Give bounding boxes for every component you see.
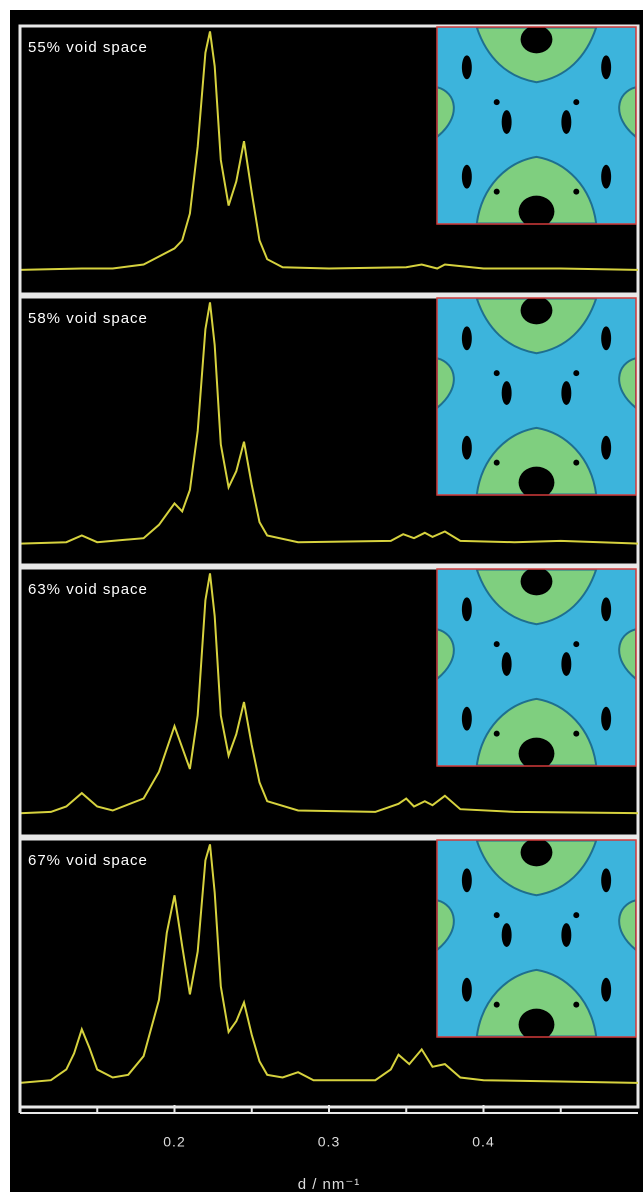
structure-inset <box>437 839 636 1041</box>
x-tick-label: 0.4 <box>472 1134 494 1150</box>
panel-title: 63% void space <box>28 581 148 598</box>
panel-title: 58% void space <box>28 310 148 327</box>
figure: 55% void space 58% void space 63% void spa… <box>0 0 643 1192</box>
panel-title: 55% void space <box>28 39 148 56</box>
structure-inset <box>437 26 636 228</box>
panel-title: 67% void space <box>28 852 148 869</box>
x-tick-label: 0.2 <box>163 1134 185 1150</box>
structure-inset <box>437 568 636 770</box>
x-axis-label: d / nm⁻¹ <box>298 1176 361 1192</box>
structure-inset <box>437 297 636 499</box>
x-tick-label: 0.3 <box>318 1134 340 1150</box>
